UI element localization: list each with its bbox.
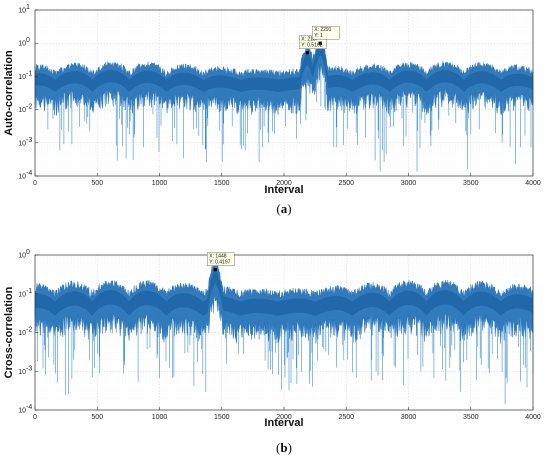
series-core (35, 268, 533, 316)
series-spikes (37, 314, 534, 404)
y-tick-exponent: -1 (26, 70, 32, 77)
data-tip-x: X: 1448 (209, 254, 226, 260)
y-tick-exponent: 0 (26, 249, 30, 256)
y-tick-exponent: -2 (26, 327, 32, 334)
x-tick-label: 0 (33, 180, 37, 187)
x-tick-label: 500 (91, 180, 103, 187)
y-tick-exponent: -1 (26, 288, 32, 295)
data-tip-x: X: 2291 (314, 27, 331, 33)
series-trace (34, 33, 534, 172)
x-tick-label: 0 (33, 414, 37, 421)
y-tick-label: 10 (18, 408, 26, 415)
x-tick-label: 2000 (276, 414, 292, 421)
data-tip-marker[interactable] (318, 41, 322, 45)
data-tip-marker[interactable] (213, 268, 217, 272)
y-tick-exponent: 0 (26, 37, 30, 44)
y-tick-exponent: -3 (26, 137, 32, 144)
y-axis-label: Auto-correlation (3, 50, 15, 136)
series-core (35, 43, 533, 92)
y-tick-label: 10 (18, 253, 26, 260)
x-axis-label: Interval (264, 417, 303, 429)
y-axis-label: Cross-correlation (3, 286, 15, 378)
y-tick-label: 10 (18, 330, 26, 337)
y-tick-exponent: -2 (26, 104, 32, 111)
y-tick-label: 10 (18, 41, 26, 48)
y-tick-exponent: -4 (26, 404, 32, 411)
x-tick-label: 3500 (463, 180, 479, 187)
x-tick-label: 2500 (338, 180, 354, 187)
y-tick-label: 10 (18, 174, 26, 181)
series-trace (34, 259, 534, 404)
y-tick-label: 10 (18, 107, 26, 114)
x-tick-label: 1000 (152, 414, 168, 421)
y-tick-label: 10 (18, 291, 26, 298)
x-tick-label: 1000 (152, 180, 168, 187)
y-tick-exponent: -3 (26, 365, 32, 372)
x-axis-label: Interval (264, 184, 303, 196)
data-tip-box (207, 252, 235, 266)
y-tick-exponent: -4 (26, 170, 32, 177)
panel-label: (b) (276, 440, 292, 455)
x-tick-label: 3000 (401, 414, 417, 421)
y-tick-label: 10 (18, 74, 26, 81)
x-tick-label: 4000 (525, 180, 541, 187)
data-tip-marker[interactable] (305, 51, 309, 55)
y-tick-label: 10 (18, 8, 26, 15)
x-tick-label: 1500 (214, 180, 230, 187)
data-tip-y: Y: 0.4197 (209, 260, 230, 266)
x-tick-label: 3000 (401, 180, 417, 187)
y-tick-label: 10 (18, 369, 26, 376)
x-tick-label: 500 (91, 414, 103, 421)
y-tick-label: 10 (18, 140, 26, 147)
data-tip-y: Y: 1 (314, 33, 323, 39)
data-tip-box (312, 26, 340, 40)
x-tick-label: 4000 (525, 414, 541, 421)
y-tick-exponent: 1 (26, 4, 30, 11)
panel-label: (a) (276, 201, 291, 216)
series-spikes (47, 72, 532, 172)
x-tick-label: 2000 (276, 180, 292, 187)
data-tip-x: X: 2187 (301, 37, 318, 43)
x-tick-label: 2500 (338, 414, 354, 421)
x-tick-label: 1500 (214, 414, 230, 421)
x-tick-label: 3500 (463, 414, 479, 421)
data-tip-y: Y: 0.5162 (301, 43, 322, 49)
